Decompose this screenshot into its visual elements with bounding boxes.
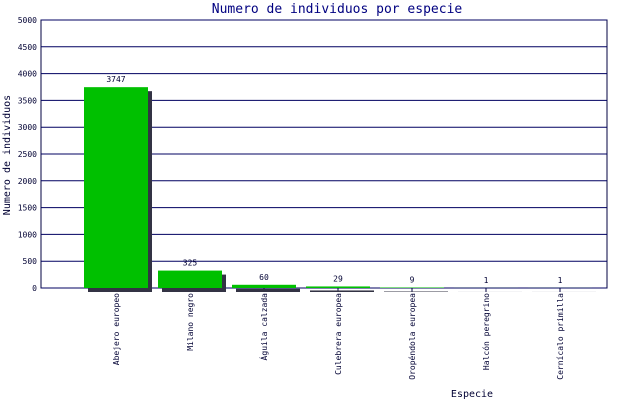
y-tick-label: 1500 xyxy=(18,204,37,213)
value-label: 29 xyxy=(333,274,343,283)
value-label: 1 xyxy=(558,276,563,285)
x-axis-label: Especie xyxy=(451,389,493,400)
y-tick-label: 4500 xyxy=(18,43,37,52)
value-label: 1 xyxy=(484,276,489,285)
y-axis-label: Numero de individuos xyxy=(2,95,13,215)
x-tick-label: Abejero europeo xyxy=(112,293,121,365)
x-tick-label: Culebrera europea xyxy=(334,293,343,375)
x-tick-label: Halcón peregrino xyxy=(481,293,491,370)
y-tick-label: 2000 xyxy=(18,177,37,186)
y-tick-label: 2500 xyxy=(18,150,37,159)
value-label: 325 xyxy=(183,259,198,268)
y-tick-label: 0 xyxy=(32,284,37,293)
bar xyxy=(306,286,370,288)
x-tick-label: Cernícalo primilla xyxy=(556,293,565,380)
bar xyxy=(84,87,148,288)
x-tick-label: Águila calzada xyxy=(258,293,269,361)
y-tick-label: 4000 xyxy=(18,70,37,79)
y-tick-label: 500 xyxy=(23,257,38,266)
chart-title: Numero de individuos por especie xyxy=(212,2,463,17)
y-tick-label: 3500 xyxy=(18,96,37,105)
y-tick-label: 1000 xyxy=(18,230,37,239)
value-label: 60 xyxy=(259,273,269,282)
x-tick-label: Oropéndola europea xyxy=(407,293,417,380)
bar-shadow xyxy=(310,290,374,292)
value-label: 9 xyxy=(410,276,415,285)
x-tick-label: Milano negro xyxy=(186,293,195,351)
bar-shadow xyxy=(236,288,300,292)
bar xyxy=(232,284,296,288)
value-label: 3747 xyxy=(106,75,125,84)
y-tick-label: 3000 xyxy=(18,123,37,132)
bar xyxy=(158,270,222,288)
y-tick-label: 5000 xyxy=(18,16,37,25)
